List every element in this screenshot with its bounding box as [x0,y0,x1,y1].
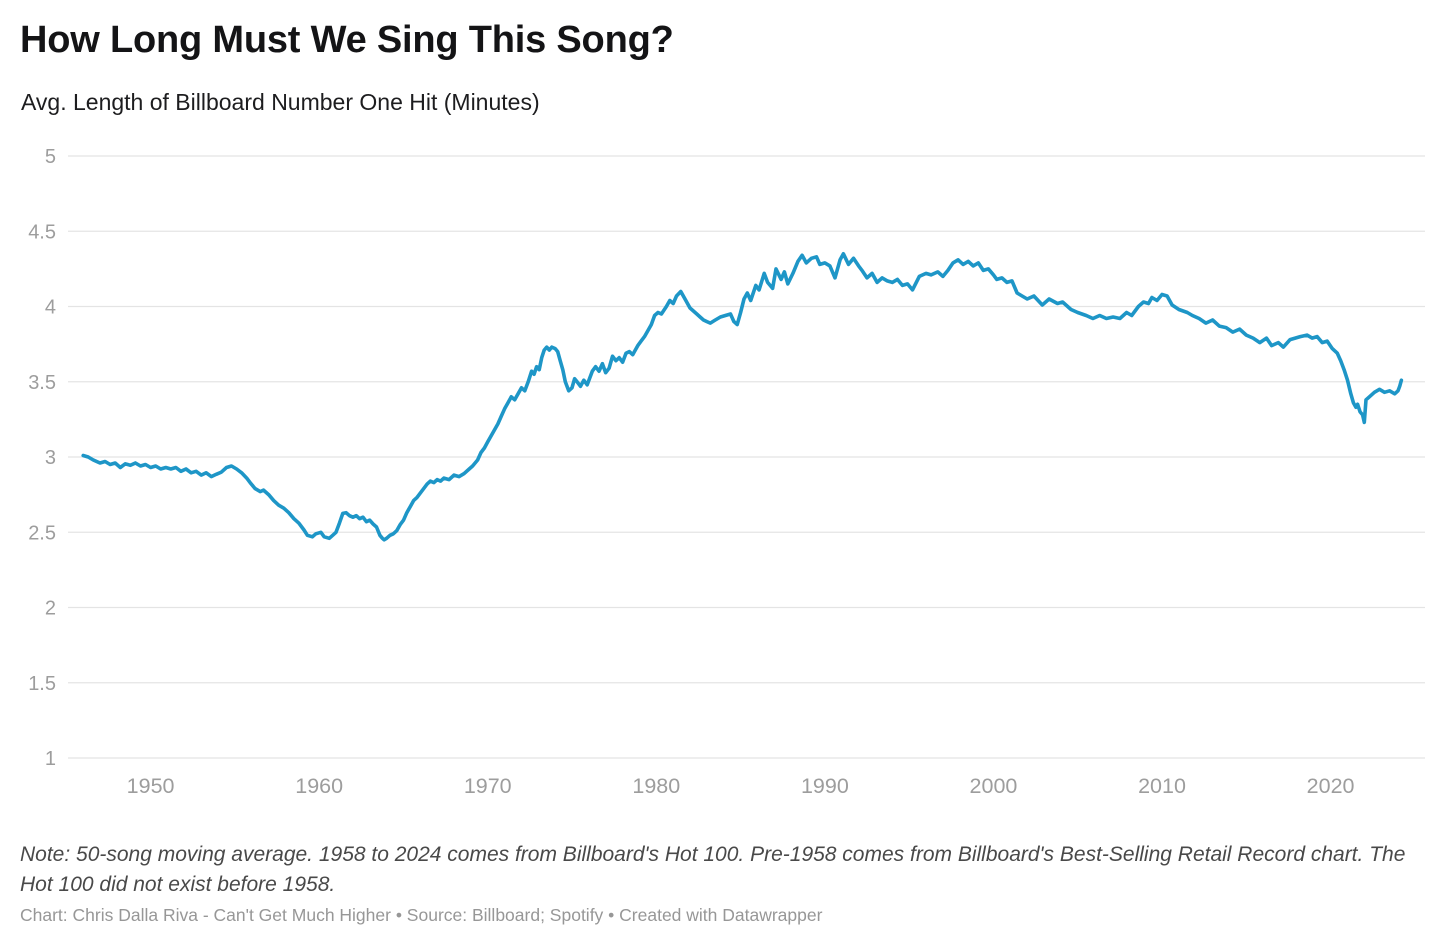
y-tick-label: 1 [45,748,56,770]
data-line-Avg. length of Billboard number one hit (minutes) [81,252,1404,542]
y-tick-label: 1.5 [28,673,56,695]
y-tick-label: 5 [45,146,56,168]
y-tick-label: 4 [45,297,56,319]
chart-subtitle: Avg. Length of Billboard Number One Hit … [21,89,540,115]
y-tick-label: 3.5 [28,372,56,394]
y-tick-label: 4.5 [28,221,56,243]
x-tick-label: 1960 [295,774,343,798]
x-tick-label: 1990 [801,774,849,798]
y-tick-label: 3 [45,447,56,469]
chart-credit: Chart: Chris Dalla Riva - Can't Get Much… [20,905,823,925]
chart-title: How Long Must We Sing This Song? [20,19,674,61]
y-tick-label: 2 [45,598,56,620]
x-tick-label: 1980 [632,774,680,798]
y-tick-label: 2.5 [28,522,56,544]
x-tick-label: 2010 [1138,774,1186,798]
line-chart-plot-area: 5 4.5 4 3.5 3 2.5 2 1.5 1 1950 1960 1970 1980 1990 200… [28,146,1425,798]
x-tick-label: 1950 [127,774,175,798]
x-tick-label: 1970 [464,774,512,798]
x-tick-label: 2000 [970,774,1018,798]
chart-note: Note: 50-song moving average. 1958 to 20… [20,843,1406,896]
x-tick-label: 2020 [1307,774,1355,798]
